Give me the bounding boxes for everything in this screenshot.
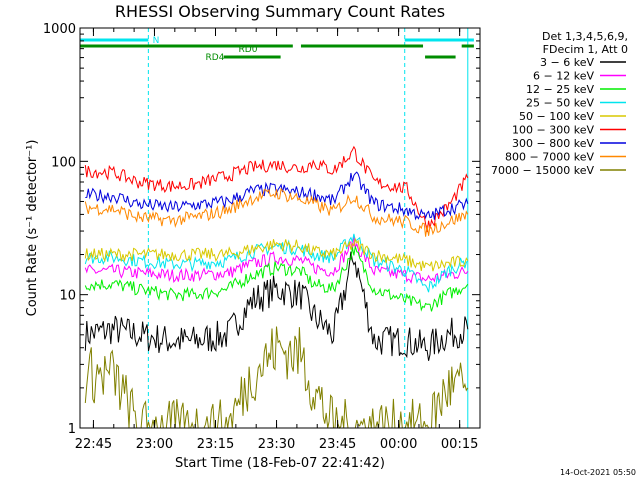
series-line-6	[85, 171, 469, 221]
x-tick-label: 23:45	[319, 437, 356, 452]
y-tick-label: 1	[68, 422, 76, 437]
x-tick-label: 23:00	[136, 437, 173, 452]
legend-entry-label: 3 − 6 keV	[540, 56, 594, 69]
footer-timestamp: 14-Oct-2021 05:50	[560, 468, 636, 477]
legend-entry-label: 12 − 25 keV	[526, 83, 594, 96]
x-axis-label: Start Time (18-Feb-07 22:41:42)	[175, 456, 385, 471]
legend-entry-label: 50 − 100 keV	[519, 110, 594, 123]
legend-header-line-1: Det 1,3,4,5,6,9,	[542, 30, 628, 43]
legend-entry-label: 300 − 800 keV	[512, 137, 594, 150]
x-tick-label: 23:30	[258, 437, 295, 452]
series-line-4	[84, 237, 469, 272]
legend-entry-label: 7000 − 15000 keV	[491, 164, 594, 177]
series-line-7	[84, 187, 469, 237]
series-line-3	[84, 233, 469, 293]
legend-entry-label: 6 − 12 keV	[533, 70, 594, 83]
flag-label-rd4: RD4	[206, 53, 225, 63]
x-tick-label: 23:15	[197, 437, 234, 452]
y-tick-label: 1000	[43, 22, 76, 37]
x-tick-label: 00:00	[380, 437, 417, 452]
plot-frame	[79, 27, 481, 429]
legend-header-line-2: FDecim 1, Att 0	[543, 43, 628, 56]
plot-area: N RD0 RD4	[79, 28, 474, 429]
series-line-2	[84, 246, 469, 312]
series-line-8	[84, 326, 469, 429]
x-tick-label: 00:15	[441, 437, 478, 452]
y-tick-label: 10	[59, 289, 76, 304]
series-line-0	[84, 251, 469, 361]
flag-label-n: N	[153, 36, 160, 46]
y-axis: 1 10 100 1000	[43, 22, 480, 437]
y-axis-label: Count Rate (s⁻¹ detector⁻¹)	[25, 140, 40, 317]
x-tick-label: 22:45	[75, 437, 112, 452]
x-axis: 22:45 23:00 23:15 23:30 23:45 00:00 00:15	[75, 28, 481, 452]
legend-entry-label: 25 − 50 keV	[526, 97, 594, 110]
series-line-5	[84, 145, 469, 233]
chart-title: RHESSI Observing Summary Count Rates	[115, 2, 445, 21]
series-line-1	[84, 234, 469, 284]
y-tick-label: 100	[51, 155, 76, 170]
legend: Det 1,3,4,5,6,9, FDecim 1, Att 0 3 − 6 k…	[491, 30, 628, 177]
legend-entry-label: 800 − 7000 keV	[505, 151, 594, 164]
flag-label-rd0: RD0	[239, 45, 258, 55]
legend-entry-label: 100 − 300 keV	[512, 124, 594, 137]
